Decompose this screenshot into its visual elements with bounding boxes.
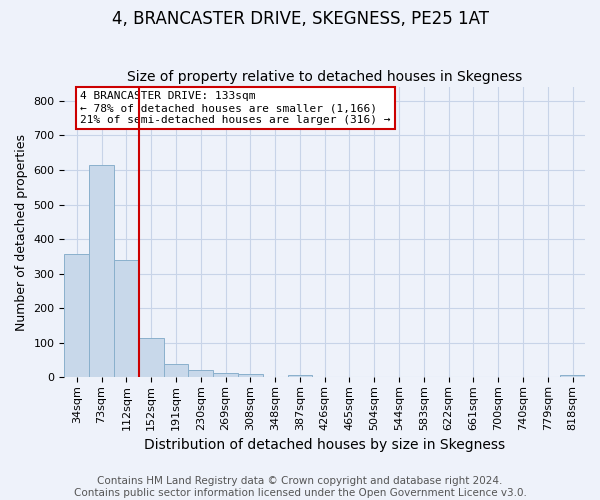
Text: Contains HM Land Registry data © Crown copyright and database right 2024.
Contai: Contains HM Land Registry data © Crown c… — [74, 476, 526, 498]
Title: Size of property relative to detached houses in Skegness: Size of property relative to detached ho… — [127, 70, 523, 85]
Bar — [560, 375, 585, 378]
Bar — [114, 260, 139, 378]
Bar — [89, 165, 114, 378]
Text: 4 BRANCASTER DRIVE: 133sqm
← 78% of detached houses are smaller (1,166)
21% of s: 4 BRANCASTER DRIVE: 133sqm ← 78% of deta… — [80, 92, 391, 124]
Text: 4, BRANCASTER DRIVE, SKEGNESS, PE25 1AT: 4, BRANCASTER DRIVE, SKEGNESS, PE25 1AT — [112, 10, 488, 28]
Bar — [213, 372, 238, 378]
Bar — [139, 338, 164, 378]
Y-axis label: Number of detached properties: Number of detached properties — [15, 134, 28, 330]
Bar — [287, 374, 313, 378]
Bar — [164, 364, 188, 378]
Bar — [64, 254, 89, 378]
X-axis label: Distribution of detached houses by size in Skegness: Distribution of detached houses by size … — [144, 438, 505, 452]
Bar — [188, 370, 213, 378]
Bar — [238, 374, 263, 378]
